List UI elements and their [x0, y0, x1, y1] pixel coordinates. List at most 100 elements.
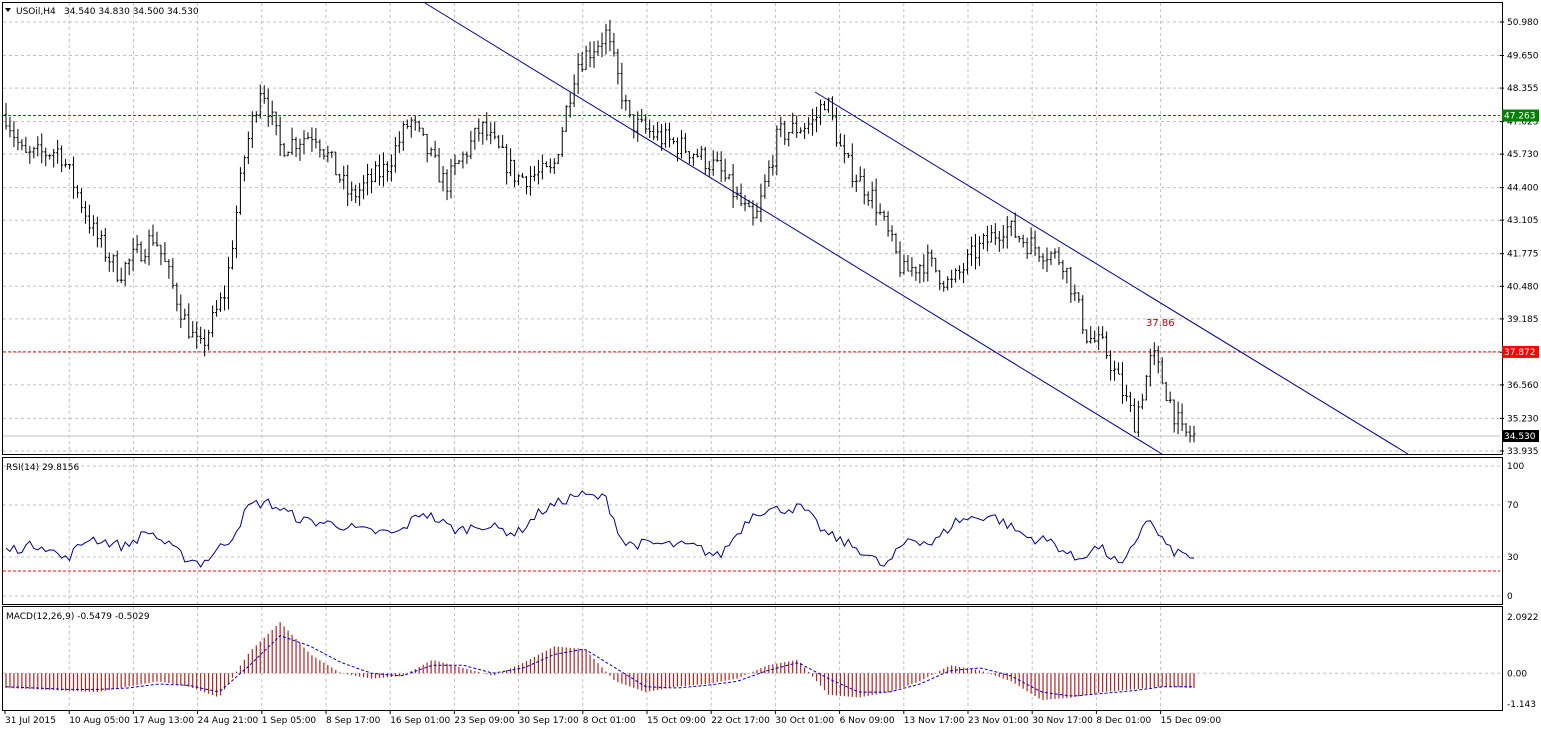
price-bar — [16, 128, 20, 151]
price-tick-label: 39.185 — [1507, 315, 1539, 325]
price-bar — [242, 155, 246, 182]
price-bar — [441, 165, 445, 192]
price-bar — [103, 228, 107, 262]
price-bar — [1140, 393, 1144, 410]
price-bar — [910, 257, 914, 277]
price-bar — [691, 153, 695, 166]
price-bar — [628, 100, 632, 118]
price-bar — [413, 115, 417, 131]
price-tick-label: 48.355 — [1507, 84, 1539, 94]
price-bar — [87, 204, 91, 234]
price-bar — [838, 133, 842, 147]
price-bar — [914, 266, 918, 281]
price-bar — [592, 41, 596, 68]
price-bar — [981, 233, 985, 250]
price-bar — [1021, 234, 1025, 248]
price-bar — [314, 127, 318, 149]
price-bar — [1184, 423, 1188, 437]
macd-pane[interactable] — [2, 606, 1503, 711]
ohlc-values: 34.540 34.830 34.500 34.530 — [64, 7, 199, 17]
price-bar — [862, 168, 866, 205]
price-bar — [374, 161, 378, 183]
price-bar — [679, 130, 683, 159]
price-bar — [310, 127, 314, 152]
price-bar — [966, 249, 970, 275]
price-bar — [107, 252, 111, 272]
price-bar — [1005, 215, 1009, 249]
regression-channel[interactable] — [424, 2, 1409, 455]
price-bar — [338, 173, 342, 183]
time-tick-label: 22 Oct 17:00 — [711, 716, 770, 726]
price-tick-label: 44.400 — [1507, 184, 1539, 194]
price-bar — [119, 267, 123, 284]
price-bar — [1053, 248, 1057, 259]
price-bar — [648, 119, 652, 138]
price-bar — [1029, 227, 1033, 255]
price-bar — [564, 105, 568, 132]
macd-signal-line — [5, 635, 1194, 697]
price-bar — [226, 256, 230, 310]
price-bar — [187, 303, 191, 339]
price-bar — [381, 152, 385, 187]
price-bar — [942, 280, 946, 292]
price-bar — [362, 174, 366, 200]
price-bar — [854, 174, 858, 193]
price-bar — [1180, 403, 1184, 432]
price-bar — [4, 103, 8, 130]
price-bar — [803, 122, 807, 139]
price-bar — [350, 181, 354, 202]
price-bar — [711, 150, 715, 176]
price-bar — [779, 116, 783, 138]
time-tick-label: 17 Aug 13:00 — [133, 716, 194, 726]
price-bar — [135, 235, 139, 253]
time-tick-label: 24 Aug 21:00 — [198, 716, 259, 726]
price-bar — [918, 264, 922, 284]
price-bar — [1089, 326, 1093, 344]
price-bar — [155, 231, 159, 247]
price-bar — [743, 195, 747, 212]
channel-lower-line[interactable] — [424, 2, 1163, 455]
price-bar — [52, 148, 56, 168]
price-bar — [1136, 400, 1140, 438]
price-bar — [401, 121, 405, 151]
level-price-tag — [1502, 109, 1539, 122]
price-bar — [822, 101, 826, 111]
price-bar — [874, 178, 878, 226]
price-bar — [783, 120, 787, 145]
price-bar — [620, 62, 624, 109]
price-bar — [366, 163, 370, 196]
price-bar — [962, 262, 966, 284]
price-bar — [517, 174, 521, 186]
price-pane[interactable] — [2, 2, 1503, 455]
price-bar — [763, 174, 767, 199]
price-bar — [715, 151, 719, 163]
price-bar — [397, 131, 401, 153]
level-price-tag-text: 37.872 — [1504, 348, 1536, 358]
price-bar — [1192, 425, 1196, 443]
rsi-line — [5, 490, 1195, 568]
price-bar — [775, 125, 779, 176]
rsi-tick-label: 70 — [1507, 501, 1519, 511]
price-bar — [973, 233, 977, 270]
price-bar — [687, 151, 691, 164]
price-bar — [1073, 284, 1077, 302]
price-bar — [290, 127, 294, 155]
time-tick-label: 6 Nov 09:00 — [840, 716, 895, 726]
price-bar — [946, 276, 950, 291]
channel-upper-line[interactable] — [814, 91, 1409, 455]
price-bar — [795, 115, 799, 138]
price-bar — [1017, 235, 1021, 243]
time-tick-label: 30 Sep 17:00 — [519, 716, 579, 726]
price-bar — [20, 139, 24, 151]
price-bar — [1105, 331, 1109, 359]
price-bar — [954, 268, 958, 283]
rsi-pane[interactable] — [2, 457, 1503, 605]
price-bar — [866, 191, 870, 206]
chart-symbol: USOil,H4 — [16, 7, 56, 17]
symbol-dropdown-icon[interactable] — [5, 8, 11, 12]
price-bar — [465, 151, 469, 164]
price-bar — [970, 236, 974, 267]
price-bar — [393, 136, 397, 173]
price-bar — [127, 258, 131, 276]
